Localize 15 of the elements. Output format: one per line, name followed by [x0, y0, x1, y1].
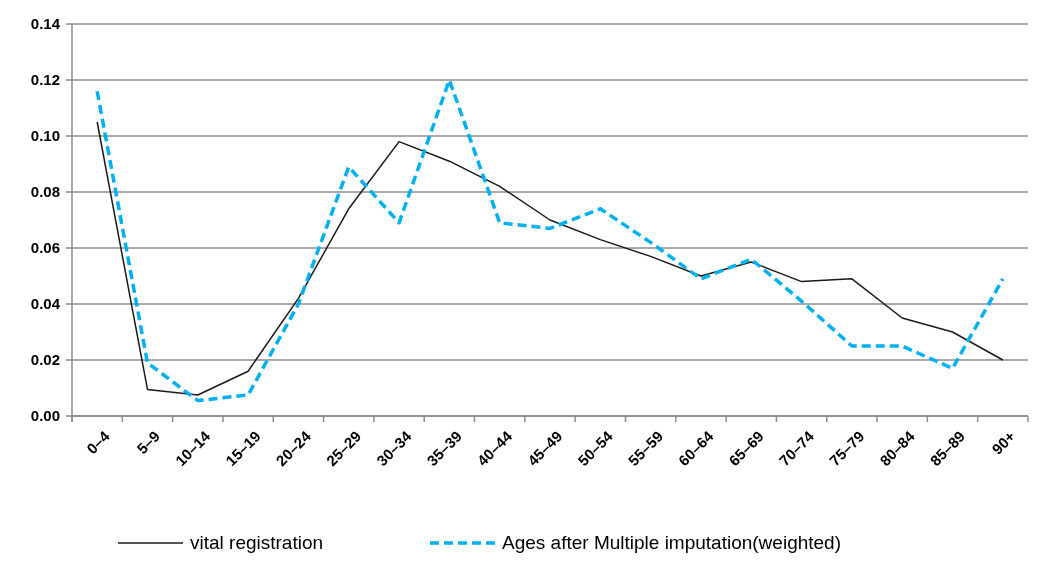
x-tick-label: 5–9 [133, 427, 164, 458]
legend-label: Ages after Multiple imputation(weighted) [502, 532, 842, 553]
y-tick-label: 0.14 [30, 15, 61, 33]
legend-label: vital registration [190, 532, 324, 553]
y-tick-label: 0.10 [30, 127, 60, 145]
line-series [96, 121, 1004, 396]
y-tick-label: 0.02 [30, 351, 60, 369]
x-tick-label: 90+ [988, 427, 1019, 458]
x-tick-label: 0–4 [82, 427, 114, 458]
y-tick-label: 0.08 [30, 183, 60, 201]
y-tick-label: 0.04 [30, 295, 61, 313]
line-series [95, 78, 1005, 403]
y-tick-label: 0.12 [30, 71, 60, 89]
y-tick-label: 0.06 [30, 239, 60, 257]
y-tick-label: 0.00 [30, 407, 60, 425]
